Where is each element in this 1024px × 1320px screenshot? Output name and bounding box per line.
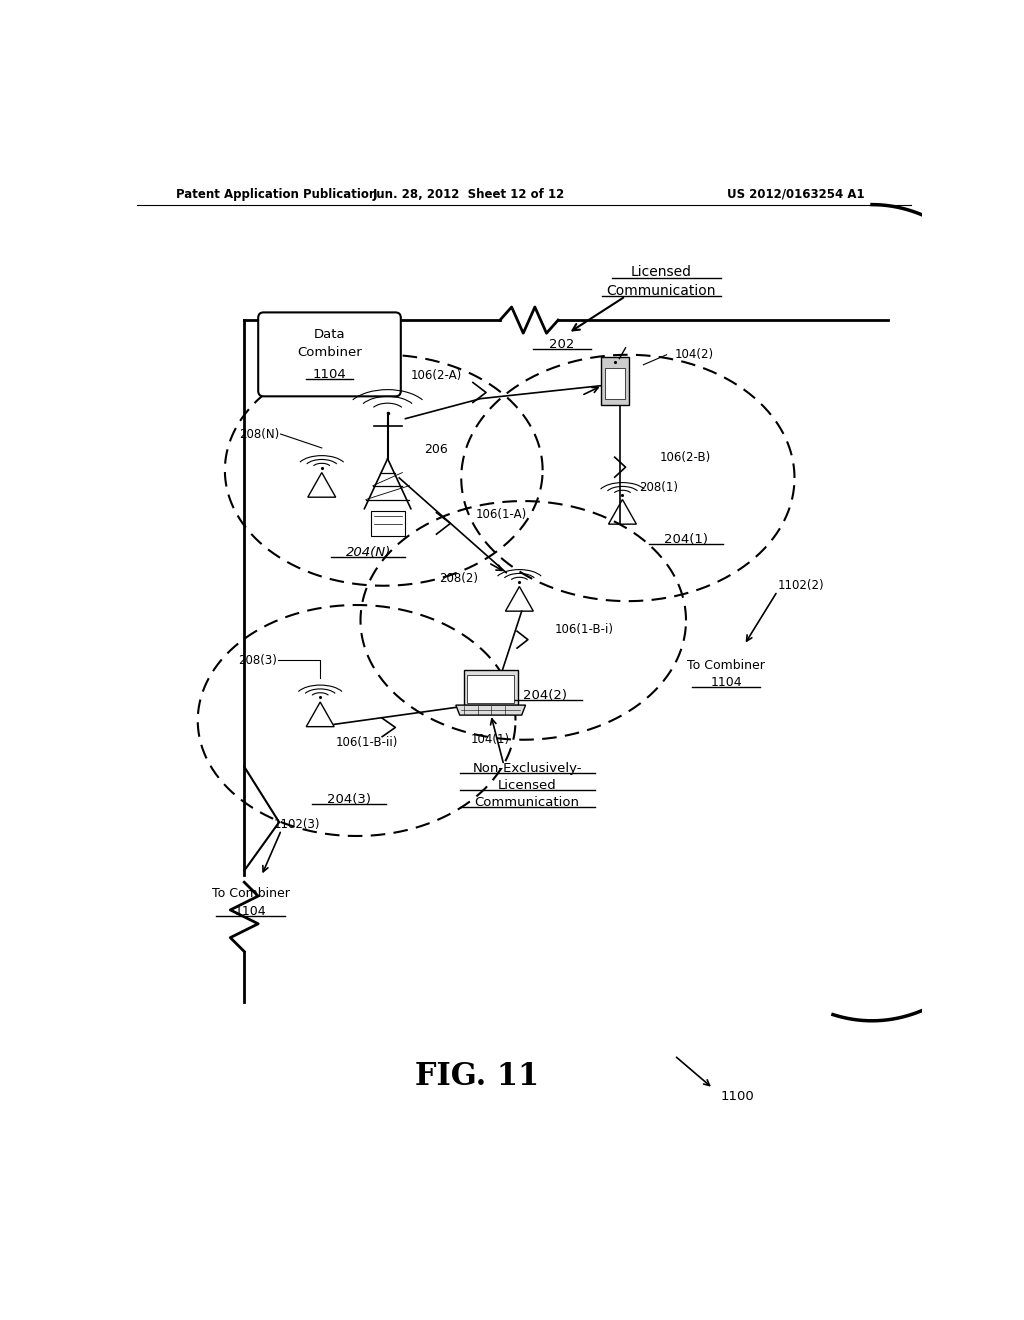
Text: 106(2-A): 106(2-A) [411, 370, 462, 381]
Bar [601, 358, 629, 405]
Text: Licensed: Licensed [631, 265, 691, 280]
Text: 1104: 1104 [234, 906, 266, 917]
Text: 204(N): 204(N) [346, 546, 391, 560]
Text: Licensed: Licensed [498, 779, 556, 792]
Text: Communication: Communication [475, 796, 580, 809]
Text: Communication: Communication [606, 284, 716, 298]
Bar [467, 675, 514, 702]
Bar [604, 368, 625, 399]
Bar [371, 511, 404, 536]
Text: FIG. 11: FIG. 11 [415, 1061, 539, 1092]
Text: 106(1-A): 106(1-A) [475, 508, 526, 520]
Text: 208(2): 208(2) [439, 572, 478, 585]
Bar [464, 671, 518, 705]
Text: 208(3): 208(3) [238, 653, 276, 667]
Text: To Combiner: To Combiner [687, 659, 765, 672]
Text: 104(2): 104(2) [675, 348, 714, 362]
Text: 206: 206 [424, 444, 447, 455]
Polygon shape [456, 705, 525, 715]
Text: Data: Data [313, 329, 345, 342]
Text: 1104: 1104 [711, 676, 742, 689]
Text: 204(1): 204(1) [664, 533, 708, 546]
Text: 204(3): 204(3) [327, 792, 371, 805]
Text: 208(N): 208(N) [239, 428, 280, 441]
Text: 106(1-B-i): 106(1-B-i) [554, 623, 613, 636]
Text: Jun. 28, 2012  Sheet 12 of 12: Jun. 28, 2012 Sheet 12 of 12 [373, 187, 565, 201]
Text: 1100: 1100 [721, 1090, 755, 1102]
Text: Combiner: Combiner [297, 346, 361, 359]
Text: 104(1): 104(1) [471, 733, 510, 746]
Text: 106(2-B): 106(2-B) [659, 450, 711, 463]
Text: US 2012/0163254 A1: US 2012/0163254 A1 [727, 187, 864, 201]
Text: 106(1-B-ii): 106(1-B-ii) [336, 735, 398, 748]
Text: 1102(2): 1102(2) [777, 579, 824, 593]
Text: 202: 202 [549, 338, 574, 351]
Text: Patent Application Publication: Patent Application Publication [176, 187, 377, 201]
Text: 1102(3): 1102(3) [273, 818, 321, 832]
Text: 204(2): 204(2) [523, 689, 567, 702]
Text: 1104: 1104 [312, 367, 346, 380]
Text: 208(1): 208(1) [640, 482, 679, 495]
Text: Non-Exclusively-: Non-Exclusively- [472, 762, 582, 775]
FancyBboxPatch shape [258, 313, 400, 396]
Text: To Combiner: To Combiner [212, 887, 290, 900]
